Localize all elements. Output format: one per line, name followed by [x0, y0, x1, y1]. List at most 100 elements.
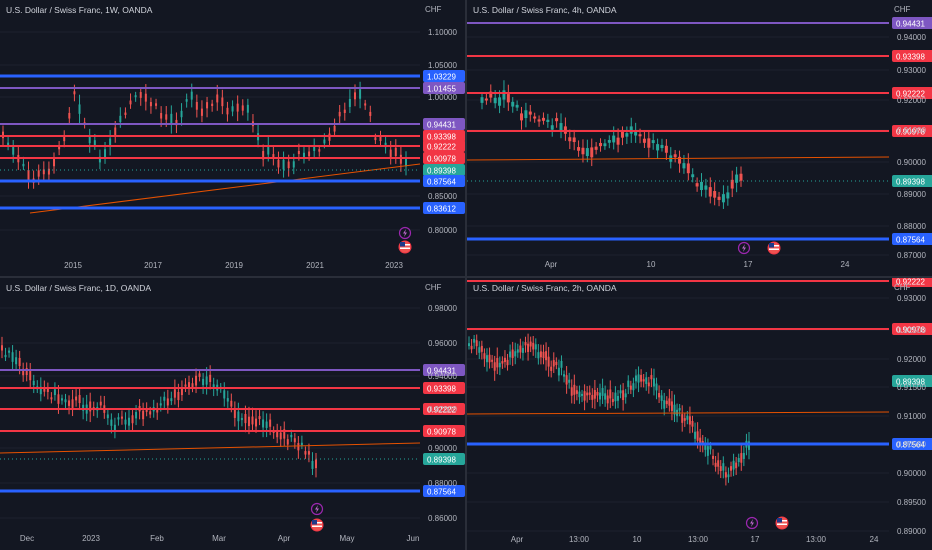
- price-tick-label: 0.94000: [428, 372, 457, 381]
- candle-body: [524, 342, 527, 346]
- time-tick-label: Dec: [20, 534, 34, 543]
- candle-body: [2, 131, 4, 139]
- candle-body: [683, 418, 686, 421]
- candle-body: [647, 382, 650, 387]
- candle-body: [166, 398, 169, 406]
- candle-body: [642, 379, 645, 382]
- price-tick-label: 1.00000: [428, 93, 457, 102]
- lightning-icon[interactable]: [310, 502, 324, 516]
- candle-body: [650, 375, 653, 380]
- candle-body: [619, 390, 622, 394]
- candle-body: [308, 151, 311, 157]
- candle-body: [46, 388, 49, 392]
- level-price-tag: [423, 202, 465, 214]
- candle-body: [39, 386, 42, 395]
- lightning-icon[interactable]: [737, 241, 751, 255]
- candle-body: [98, 156, 101, 163]
- currency-label: CHF: [894, 5, 911, 14]
- candle-body: [695, 183, 699, 187]
- candle-body: [175, 119, 178, 126]
- price-tick-label: 0.93000: [897, 294, 926, 303]
- candle-body: [742, 452, 745, 459]
- trend-line[interactable]: [467, 411, 890, 415]
- candle-body: [739, 173, 743, 181]
- candle-body: [714, 462, 717, 467]
- candle-body: [565, 375, 568, 385]
- candle-body: [315, 459, 317, 469]
- candle-body: [262, 419, 265, 428]
- candle-body: [704, 445, 707, 450]
- horizontal-panel-divider[interactable]: [0, 276, 932, 278]
- chart-panel-4h[interactable]: 0.94431 0.93398 0.92222 0.90978 0.89398 0.875…: [467, 0, 932, 276]
- candle-body: [165, 114, 168, 120]
- candle-body: [568, 379, 571, 383]
- chart-panel-2h[interactable]: 0.92222 0.90978 0.89398 0.87564 CHF 0.93000 0.…: [467, 278, 932, 550]
- candle-body: [292, 161, 295, 168]
- candle-body: [611, 398, 614, 403]
- level-price-tag: [892, 375, 932, 387]
- candle-body: [29, 370, 32, 381]
- trend-line[interactable]: [467, 156, 890, 161]
- candle-body: [491, 359, 494, 362]
- candle-body: [195, 375, 198, 386]
- us-flag-icon[interactable]: [398, 240, 412, 254]
- candle-body: [699, 437, 702, 446]
- level-price-label: 1.03229: [427, 73, 456, 82]
- lightning-icon[interactable]: [745, 516, 759, 530]
- price-tick-label: 0.98000: [428, 304, 457, 313]
- chart-panel-weekly[interactable]: 1.03229 1.01455 0.94431 0.93398 0.92222 0.909…: [0, 0, 465, 276]
- level-price-tag: [423, 364, 465, 376]
- candle-body: [634, 375, 637, 382]
- candle-body: [546, 119, 550, 122]
- level-price-label: 0.94431: [896, 20, 925, 29]
- candle-body: [109, 138, 112, 147]
- candle-body: [730, 466, 733, 471]
- candle-body: [722, 463, 725, 471]
- candle-body: [255, 418, 258, 427]
- candle-body: [405, 158, 407, 167]
- candle-body: [724, 472, 727, 478]
- candle-body: [226, 398, 229, 402]
- candle-body: [726, 192, 730, 199]
- candle-body: [42, 169, 45, 175]
- us-flag-icon[interactable]: [767, 241, 781, 255]
- candle-body: [534, 344, 537, 350]
- candle-body: [629, 385, 632, 390]
- candle-body: [119, 115, 122, 123]
- candle-body: [269, 419, 272, 427]
- level-price-tag: [892, 17, 932, 29]
- candle-body: [237, 411, 240, 422]
- level-price-label: 0.90978: [427, 428, 456, 437]
- level-price-tag: [892, 125, 932, 137]
- lightning-icon[interactable]: [398, 226, 412, 240]
- candle-body: [588, 392, 591, 395]
- trend-line[interactable]: [0, 442, 421, 454]
- candle-body: [682, 163, 686, 169]
- candle-body: [163, 396, 166, 401]
- candle-body: [735, 174, 739, 183]
- trend-line[interactable]: [29, 163, 421, 214]
- vertical-panel-divider[interactable]: [465, 0, 467, 550]
- candle-body: [343, 109, 346, 114]
- candle-body: [106, 414, 109, 419]
- candle-body: [493, 97, 497, 104]
- candle-body: [185, 99, 188, 102]
- us-flag-icon[interactable]: [310, 518, 324, 532]
- candle-body: [609, 389, 612, 399]
- candle-body: [660, 144, 664, 149]
- candle-body: [272, 154, 275, 159]
- candle-body: [678, 408, 681, 411]
- candle-body: [632, 383, 635, 391]
- candle-body: [78, 104, 81, 114]
- level-price-tag: [892, 323, 932, 335]
- level-price-tag: [423, 140, 465, 152]
- candle-body: [645, 377, 648, 384]
- chart-panel-daily[interactable]: 0.94431 0.93398 0.92222 0.90978 0.89398 0.875…: [0, 278, 465, 550]
- candle-body: [277, 159, 280, 168]
- candle-body: [251, 416, 254, 425]
- candle-body: [691, 174, 695, 178]
- candle-body: [64, 399, 67, 403]
- us-flag-icon[interactable]: [775, 516, 789, 530]
- candle-body: [603, 143, 607, 147]
- candle-body: [570, 387, 573, 396]
